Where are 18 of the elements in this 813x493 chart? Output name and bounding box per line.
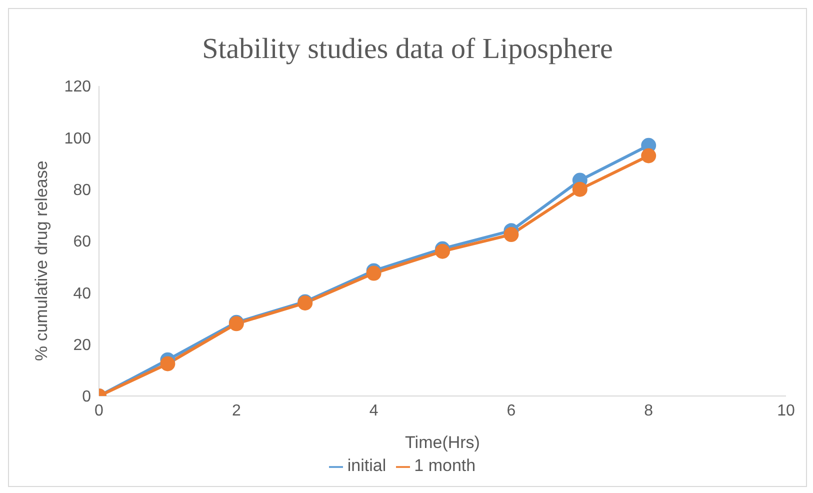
x-tick-label: 4: [369, 402, 378, 420]
y-tick-label: 0: [82, 388, 92, 406]
y-tick-label: 40: [73, 285, 92, 302]
legend-label: 1 month: [414, 456, 476, 475]
x-tick-label: 10: [777, 402, 795, 420]
y-tick-label: 20: [73, 337, 92, 354]
y-axis-title: % cumulative drug release: [32, 160, 52, 361]
y-tick-label: 120: [64, 78, 92, 96]
x-axis-title: Time(Hrs): [405, 433, 480, 452]
x-tick-label: 0: [94, 402, 104, 420]
x-tick-label: 2: [232, 402, 241, 420]
y-tick-label: 100: [64, 130, 92, 148]
x-tick-label: 6: [506, 402, 516, 420]
y-tick-label: 80: [73, 182, 92, 200]
legend-label: initial: [347, 456, 386, 475]
x-tick-label: 8: [644, 402, 654, 420]
chart-title: Stability studies data of Liposphere: [201, 33, 614, 66]
y-tick-label: 60: [73, 234, 92, 251]
